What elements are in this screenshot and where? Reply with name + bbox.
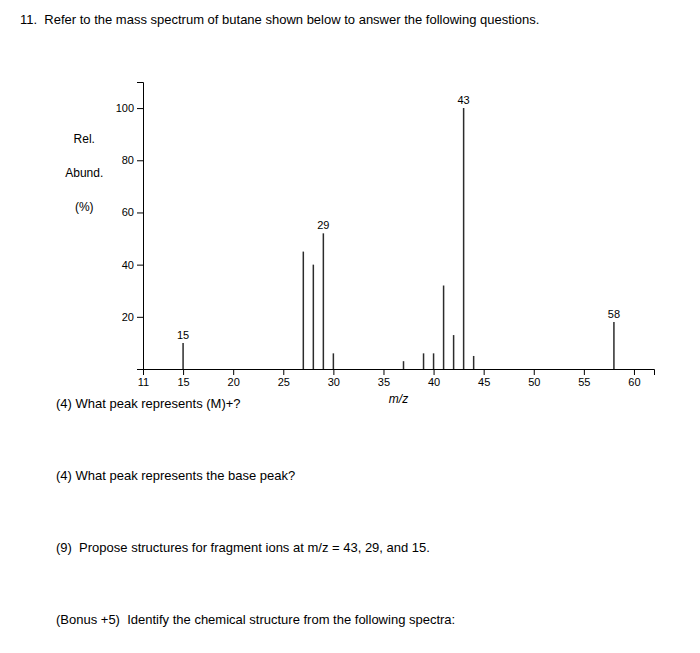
y-tick-label: 60: [122, 206, 134, 218]
y-axis: 20 40 60 80 100: [116, 83, 144, 370]
chart: 11. Refer to the mass spectrum of butane…: [0, 0, 700, 653]
question: (Bonus +5) Identify the chemical structu…: [56, 612, 455, 627]
x-tick-mark: [634, 369, 635, 375]
x-tick-label: 50: [528, 376, 540, 388]
x-tick-label: 25: [278, 376, 290, 388]
y-axis-line: [137, 83, 144, 370]
x-tick-mark: [333, 369, 334, 375]
y-axis-label: (%): [75, 200, 94, 214]
plot: 11 15 20 25 30 35 40 45 50 55 60 20 40 60 80 100 15 29 43 5…: [65, 83, 654, 407]
y-tick-mark: [137, 108, 143, 109]
x-axis-label: m/z: [389, 392, 408, 406]
question: (4) What peak represents (M)+?: [56, 396, 241, 411]
y-tick: 80: [122, 154, 143, 166]
y-tick-label: 40: [122, 259, 134, 271]
x-tick-label: 60: [628, 376, 640, 388]
x-tick-mark: [283, 369, 284, 375]
x-tick: 15: [177, 369, 189, 388]
x-tick: 50: [528, 369, 540, 388]
peak-labels: 15 29 43 58: [177, 94, 620, 341]
peak: [303, 252, 305, 369]
x-tick-label: 35: [378, 376, 390, 388]
x-tick-label: 30: [328, 376, 340, 388]
peak: [182, 343, 184, 369]
x-axis: 11 15 20 25 30 35 40 45 50 55 60: [138, 369, 655, 388]
y-tick-mark: [137, 160, 143, 161]
y-tick-label: 100: [116, 102, 134, 114]
peak: [313, 265, 315, 369]
x-tick-label: 11: [138, 376, 149, 388]
y-tick: 60: [122, 206, 143, 218]
x-tick-mark: [233, 369, 234, 375]
x-tick-mark: [584, 369, 585, 375]
peak: [473, 356, 475, 369]
x-tick-mark: [434, 369, 435, 375]
peak: [323, 233, 325, 369]
x-tick: 55: [578, 369, 590, 388]
x-tick-mark: [383, 369, 384, 375]
peak: [613, 322, 615, 369]
x-tick-mark: [534, 369, 535, 375]
peak: [333, 353, 335, 369]
x-tick: 40: [428, 369, 440, 388]
x-axis-line: [144, 370, 655, 376]
peak: [453, 335, 455, 369]
x-tick-label: 15: [177, 376, 189, 388]
peak: [463, 108, 465, 369]
peak: [433, 353, 435, 369]
y-axis-label: Rel.: [74, 132, 95, 146]
x-tick: 25: [278, 369, 290, 388]
y-tick: 20: [122, 311, 143, 323]
x-tick-label: 55: [578, 376, 590, 388]
y-tick-label: 20: [122, 311, 134, 323]
x-tick-label: 45: [478, 376, 490, 388]
peak: [443, 286, 445, 369]
peak-label: 29: [317, 219, 329, 231]
question: (9) Propose structures for fragment ions…: [56, 540, 430, 555]
x-tick-label: 20: [228, 376, 240, 388]
y-axis-label: Abund.: [65, 166, 103, 180]
y-tick-label: 80: [122, 154, 134, 166]
y-tick: 100: [116, 102, 143, 114]
peak-label: 15: [177, 329, 189, 341]
peaks: [183, 108, 614, 369]
y-tick-mark: [137, 212, 143, 213]
question: (4) What peak represents the base peak?: [56, 468, 295, 483]
x-tick: 45: [478, 369, 490, 388]
x-tick-label: 40: [428, 376, 440, 388]
x-tick: 11: [138, 369, 149, 388]
x-tick: 20: [228, 369, 240, 388]
y-tick: 40: [122, 259, 143, 271]
x-tick: 60: [628, 369, 640, 388]
title: 11. Refer to the mass spectrum of butane…: [20, 12, 539, 27]
peak: [423, 353, 425, 369]
x-tick: 35: [378, 369, 390, 388]
x-tick-mark: [183, 369, 184, 375]
y-tick-mark: [137, 265, 143, 266]
peak-label: 58: [608, 308, 620, 320]
peak: [403, 361, 405, 369]
y-tick-mark: [137, 317, 143, 318]
x-tick: 30: [328, 369, 340, 388]
x-tick-mark: [484, 369, 485, 375]
peak-label: 43: [458, 94, 470, 106]
